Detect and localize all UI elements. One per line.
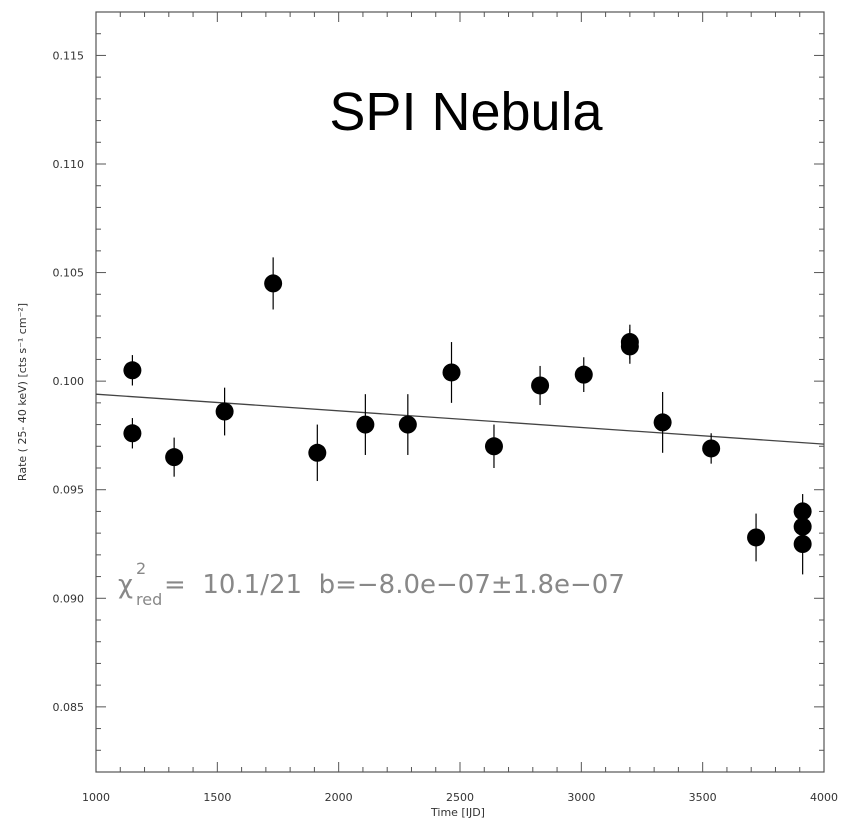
point-marker [215, 402, 234, 421]
data-point [356, 394, 375, 455]
point-marker [702, 439, 721, 458]
x-tick-label: 2000 [325, 791, 353, 804]
y-tick-label: 0.085 [53, 701, 85, 714]
point-marker [308, 443, 327, 462]
data-point [484, 424, 503, 468]
data-point [574, 357, 593, 392]
x-tick-label: 1000 [82, 791, 110, 804]
chi-symbol: χ [118, 570, 133, 600]
point-marker [793, 535, 812, 553]
fit-annotation-text: = 10.1/21 b=−8.0e−07±1.8e−07 [164, 570, 625, 600]
x-tick-label: 3000 [567, 791, 595, 804]
y-tick-label: 0.090 [53, 592, 85, 605]
data-point [165, 437, 184, 477]
chi-superscript: 2 [136, 559, 146, 578]
data-point [215, 387, 234, 436]
chart-title: SPI Nebula [329, 82, 603, 142]
x-tick-label: 1500 [203, 791, 231, 804]
data-point [308, 424, 327, 482]
data-point [264, 257, 283, 310]
point-marker [531, 376, 550, 395]
data-point [747, 513, 766, 562]
data-point [793, 513, 812, 575]
point-marker [653, 413, 672, 432]
y-tick-label: 0.095 [53, 484, 85, 497]
x-tick-label: 2500 [446, 791, 474, 804]
point-marker [123, 361, 142, 380]
data-point [702, 433, 721, 464]
point-marker [123, 424, 142, 443]
data-point [442, 342, 461, 403]
data-point [123, 355, 142, 386]
point-marker [574, 365, 593, 384]
data-point [531, 365, 550, 406]
fit-line [95, 393, 825, 445]
point-marker [398, 415, 417, 434]
y-tick-label: 0.100 [53, 375, 85, 388]
axis-ticks [95, 11, 825, 773]
data-point [620, 329, 639, 364]
point-marker [264, 274, 283, 293]
y-tick-label: 0.110 [53, 158, 85, 171]
y-tick-label: 0.115 [53, 49, 85, 62]
fit-annotation: χ 2 red = 10.1/21 b=−8.0e−07±1.8e−07 [118, 559, 625, 609]
data-point [398, 394, 417, 455]
point-marker [165, 448, 184, 467]
tick-labels: 1000 1500 2000 2500 3000 3500 4000 0.085 0.090 0.… [53, 49, 839, 804]
data-point [653, 392, 672, 453]
point-marker [356, 415, 375, 434]
point-marker [442, 363, 461, 382]
x-tick-label: 3500 [689, 791, 717, 804]
y-axis-label: Rate ( 25- 40 keV) [cts s⁻¹ cm⁻²] [16, 303, 29, 481]
x-tick-label: 4000 [810, 791, 838, 804]
x-axis-label: Time [IJD] [430, 806, 485, 819]
data-point [123, 418, 142, 449]
point-marker [747, 528, 766, 547]
point-marker [484, 437, 503, 456]
point-marker [620, 337, 639, 356]
y-tick-label: 0.105 [53, 267, 85, 280]
data-points [123, 257, 812, 575]
chi-subscript: red [136, 590, 162, 609]
